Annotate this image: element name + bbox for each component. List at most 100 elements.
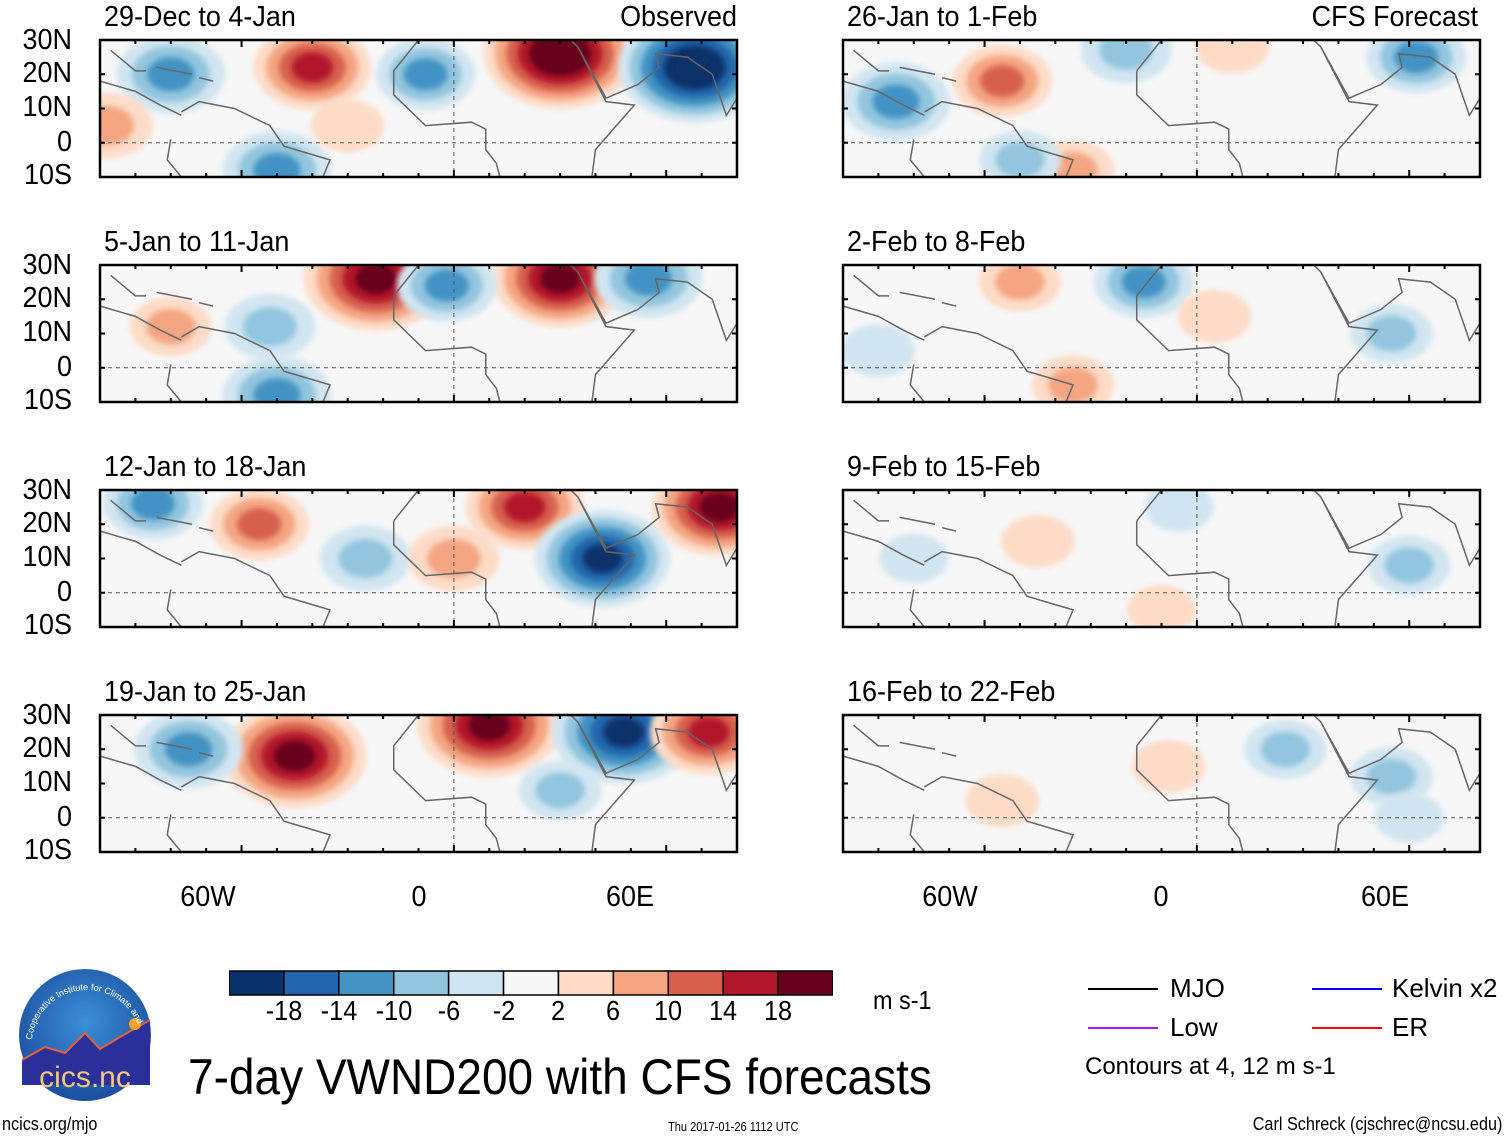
anomaly-contour (1177, 289, 1252, 343)
logo-mountains (22, 1020, 150, 1085)
coastlines (100, 490, 737, 627)
colorbar-tick-label: 2 (551, 995, 566, 1026)
anomaly-contour (540, 40, 580, 68)
lat-tick-label: 10N (22, 91, 72, 123)
colorbar-swatch (502, 970, 560, 996)
map-panel (841, 488, 1482, 629)
colorbar-swatch (229, 970, 285, 996)
anomaly-contour (1366, 315, 1417, 352)
lat-tick-label: 20N (22, 507, 72, 539)
panel-title: 19-Jan to 25-Jan (104, 676, 307, 708)
anomaly-contour (879, 533, 949, 584)
lat-tick-label: 10N (22, 541, 72, 573)
lon-tick-label: 60E (1360, 881, 1409, 913)
anomaly-contour (1260, 731, 1310, 768)
anomaly-contour (253, 153, 301, 177)
colorbar-swatch (667, 970, 724, 996)
colorbar (229, 970, 833, 996)
lat-tick-label: 0 (56, 126, 72, 158)
legend-swatch-er (1312, 1027, 1382, 1029)
anomaly-contour (237, 508, 282, 541)
anomaly-contour (582, 543, 623, 574)
anomaly-contour (1384, 547, 1434, 584)
units-label: m s-1 (873, 985, 932, 1015)
lat-tick-label: 10N (22, 766, 72, 798)
anomaly-contour (338, 539, 393, 578)
lat-tick-label: 20N (22, 282, 72, 314)
colorbar-tick-label: -14 (320, 995, 358, 1026)
chart-title: 7-day VWND200 with CFS forecasts (188, 1049, 932, 1105)
lat-tick-label: 10S (24, 609, 73, 641)
lon-tick-label: 0 (1153, 881, 1169, 913)
colorbar-tick-label: 14 (709, 995, 738, 1026)
anomaly-contour (1126, 585, 1197, 627)
colorbar-swatch (338, 970, 395, 996)
colorbar-tick-label: 10 (654, 995, 683, 1026)
coastlines (843, 490, 1480, 627)
anomaly-contour (625, 265, 672, 296)
cics-logo: Cooperative Institute for Climate and Sa… (10, 965, 151, 1101)
colorbar-swatch (447, 970, 505, 996)
forecast-column-label: CFS Forecast (1311, 1, 1478, 33)
anomaly-contour (980, 65, 1025, 98)
anomaly-contour (1000, 514, 1075, 568)
anomaly-contour (1374, 792, 1444, 843)
legend-swatch-mjo (1088, 988, 1158, 990)
anomaly-contour (965, 774, 1040, 828)
coastlines (100, 40, 737, 177)
legend-label-er: ER (1392, 1012, 1429, 1042)
anomaly-contour (355, 265, 397, 294)
anomaly-contour (1366, 758, 1417, 795)
panel-title: 29-Dec to 4-Jan (104, 1, 296, 33)
anomaly-contour (131, 490, 176, 520)
coastlines (843, 40, 1480, 177)
lon-tick-label: 0 (411, 881, 427, 913)
anomaly-contour (310, 99, 385, 153)
lon-tick-label: 60E (605, 881, 654, 913)
colorbar-swatch (283, 970, 340, 996)
colorbar-tick-label: -18 (265, 995, 303, 1026)
anomaly-contour (602, 716, 645, 748)
anomaly-contour (291, 52, 334, 83)
anomaly-contour (1394, 41, 1439, 74)
panel-title: 12-Jan to 18-Jan (104, 451, 307, 483)
colorbar-tick-label: 6 (606, 995, 621, 1026)
anomaly-contour (243, 307, 297, 347)
lat-tick-label: 30N (22, 699, 72, 731)
anomaly-contour (147, 57, 195, 92)
lon-tick-label: 60W (922, 881, 978, 913)
lat-tick-label: 30N (22, 249, 72, 281)
footer-author: Carl Schreck (cjschrec@ncsu.edu) (1252, 1114, 1502, 1134)
anomaly-contour (699, 492, 737, 522)
anomaly-contour (503, 492, 546, 523)
legend-label-mjo: MJO (1170, 973, 1225, 1003)
anomaly-contour (273, 740, 316, 772)
panel-title: 16-Feb to 22-Feb (847, 676, 1056, 708)
lat-tick-label: 20N (22, 57, 72, 89)
lat-tick-label: 10S (24, 834, 73, 866)
lat-tick-label: 20N (22, 732, 72, 764)
logo-name: cics.nc (39, 1061, 131, 1094)
anomaly-contour (468, 715, 511, 741)
anomaly-contour (1195, 40, 1270, 74)
observed-column-label: Observed (620, 1, 737, 33)
lat-tick-label: 30N (22, 24, 72, 56)
map-panel (98, 713, 739, 854)
colorbar-swatch (722, 970, 779, 996)
lat-tick-label: 10N (22, 316, 72, 348)
anomaly-contour (540, 265, 580, 294)
sun-icon (129, 1018, 141, 1030)
colorbar-swatch (612, 970, 670, 996)
anomaly-contour (424, 269, 469, 302)
panel-title: 2-Feb to 8-Feb (847, 226, 1026, 258)
coastlines (100, 265, 737, 402)
legend-label-kelvin: Kelvin x2 (1392, 973, 1498, 1003)
footer-url[interactable]: ncics.org/mjo (2, 1114, 98, 1134)
anomaly-contour (1131, 739, 1206, 793)
colorbar-swatch (777, 970, 833, 996)
map-panel (841, 713, 1482, 854)
anomaly-contour (403, 58, 448, 91)
anomaly-contour (253, 378, 301, 402)
colorbar-swatch (557, 970, 615, 996)
colorbar-tick-label: -10 (375, 995, 412, 1026)
